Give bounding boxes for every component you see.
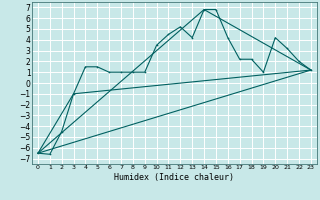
X-axis label: Humidex (Indice chaleur): Humidex (Indice chaleur) bbox=[115, 173, 234, 182]
